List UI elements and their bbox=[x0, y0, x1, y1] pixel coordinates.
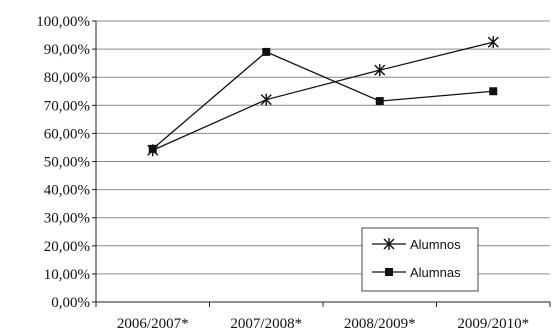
series-group bbox=[147, 36, 499, 157]
y-tick-label: 90,00% bbox=[44, 42, 90, 58]
legend-item: Alumnas bbox=[372, 265, 461, 280]
y-tick-label: 20,00% bbox=[44, 239, 90, 255]
data-point bbox=[489, 87, 498, 96]
legend: Alumnos Alumnas bbox=[361, 227, 479, 292]
legend-items: Alumnos Alumnas bbox=[372, 237, 461, 280]
y-tick-label: 10,00% bbox=[44, 267, 90, 283]
legend-label: Alumnos bbox=[410, 237, 461, 252]
y-tick-label: 60,00% bbox=[44, 126, 90, 142]
legend-label: Alumnas bbox=[410, 265, 461, 280]
legend-box bbox=[361, 227, 479, 292]
data-point bbox=[375, 97, 384, 106]
series-line bbox=[152, 51, 494, 150]
data-point bbox=[148, 144, 157, 153]
series-line bbox=[152, 41, 494, 151]
x-tick-label: 2008/2009* bbox=[344, 316, 416, 332]
y-tick-label: 100,00% bbox=[36, 14, 90, 30]
y-tick-label: 30,00% bbox=[44, 211, 90, 227]
series-alumnos bbox=[147, 36, 499, 157]
legend-marker bbox=[383, 238, 395, 250]
x-axis-tick-labels: 2006/2007* 2007/2008* 2008/2009* 2009/2010* bbox=[117, 316, 529, 332]
data-point bbox=[262, 47, 271, 56]
legend-marker bbox=[385, 268, 393, 276]
series-alumnas bbox=[148, 47, 498, 153]
axes bbox=[92, 20, 551, 307]
y-tick-label: 70,00% bbox=[44, 98, 90, 114]
data-point bbox=[260, 93, 272, 106]
y-axis-tick-labels: 0,00% 10,00% 20,00% 30,00% 40,00% 50,00% 60,00… bbox=[36, 14, 90, 311]
x-tick-label: 2006/2007* bbox=[117, 316, 189, 332]
legend-item: Alumnos bbox=[372, 237, 461, 252]
y-tick-label: 80,00% bbox=[44, 70, 90, 86]
x-tick-label: 2009/2010* bbox=[457, 316, 529, 332]
y-tick-label: 40,00% bbox=[44, 183, 90, 199]
y-tick-label: 50,00% bbox=[44, 155, 90, 171]
gridlines bbox=[96, 20, 550, 275]
x-tick-label: 2007/2008* bbox=[230, 316, 302, 332]
data-point bbox=[374, 64, 386, 77]
y-tick-label: 0,00% bbox=[51, 295, 90, 311]
data-point bbox=[487, 36, 499, 49]
